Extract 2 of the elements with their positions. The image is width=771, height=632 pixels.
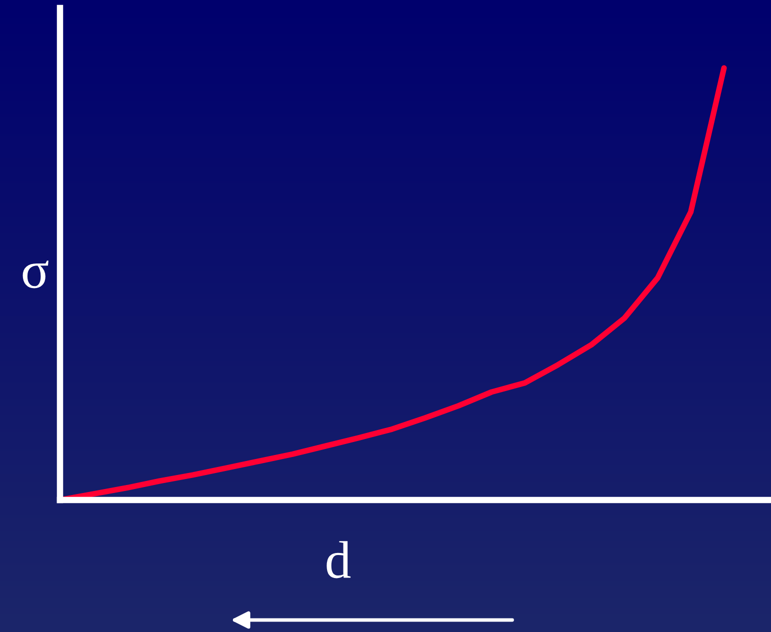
y-axis-title: σ: [22, 260, 48, 288]
x-axis-title: d: [326, 541, 351, 578]
